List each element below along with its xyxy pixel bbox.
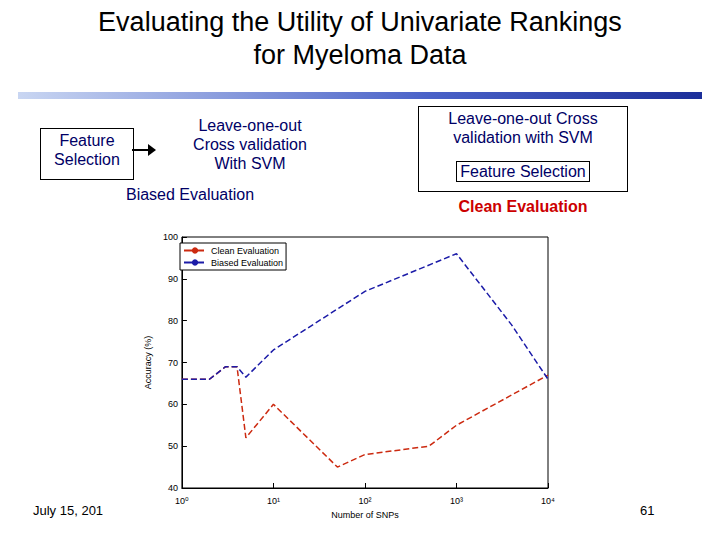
svg-text:50: 50: [168, 441, 178, 451]
svg-text:Biased Evaluation: Biased Evaluation: [211, 258, 283, 268]
html-text:Feature: Feature: [59, 132, 115, 149]
svg-text:10⁰: 10⁰: [175, 496, 189, 506]
html-text:Selection: Selection: [54, 151, 120, 168]
html-text:validation with SVM: validation with SVM: [453, 129, 593, 146]
html-text:Leave-one-out Cross: Leave-one-out Cross: [448, 110, 598, 127]
html-text:Evaluating the Utility of Univ: Evaluating the Utility of Univariate Ran…: [98, 7, 622, 37]
html-text:for Myeloma Data: for Myeloma Data: [253, 40, 467, 70]
html-text:Cross validation: Cross validation: [193, 136, 307, 153]
svg-text:70: 70: [168, 358, 178, 368]
svg-text:40: 40: [168, 483, 178, 493]
svg-text:10³: 10³: [450, 496, 463, 506]
html-text:July 15, 201: July 15, 201: [33, 503, 104, 518]
svg-text:100: 100: [163, 232, 178, 242]
html-text:Feature Selection: Feature Selection: [460, 163, 586, 180]
svg-text:90: 90: [168, 274, 178, 284]
html-text:With SVM: With SVM: [214, 155, 286, 172]
svg-text:10¹: 10¹: [267, 496, 280, 506]
html-text:Clean Evaluation: Clean Evaluation: [458, 198, 588, 215]
html-text:Biased Evaluation: Biased Evaluation: [126, 186, 254, 203]
html-text:61: 61: [640, 503, 655, 518]
svg-text:Clean Evaluation: Clean Evaluation: [211, 246, 279, 256]
html-text:Leave-one-out: Leave-one-out: [198, 117, 302, 134]
svg-text:Accuracy (%): Accuracy (%): [143, 336, 153, 390]
svg-text:80: 80: [168, 316, 178, 326]
svg-text:10⁴: 10⁴: [541, 496, 555, 506]
svg-text:Number of SNPs: Number of SNPs: [331, 510, 399, 520]
svg-text:60: 60: [168, 399, 178, 409]
svg-text:10²: 10²: [358, 496, 371, 506]
